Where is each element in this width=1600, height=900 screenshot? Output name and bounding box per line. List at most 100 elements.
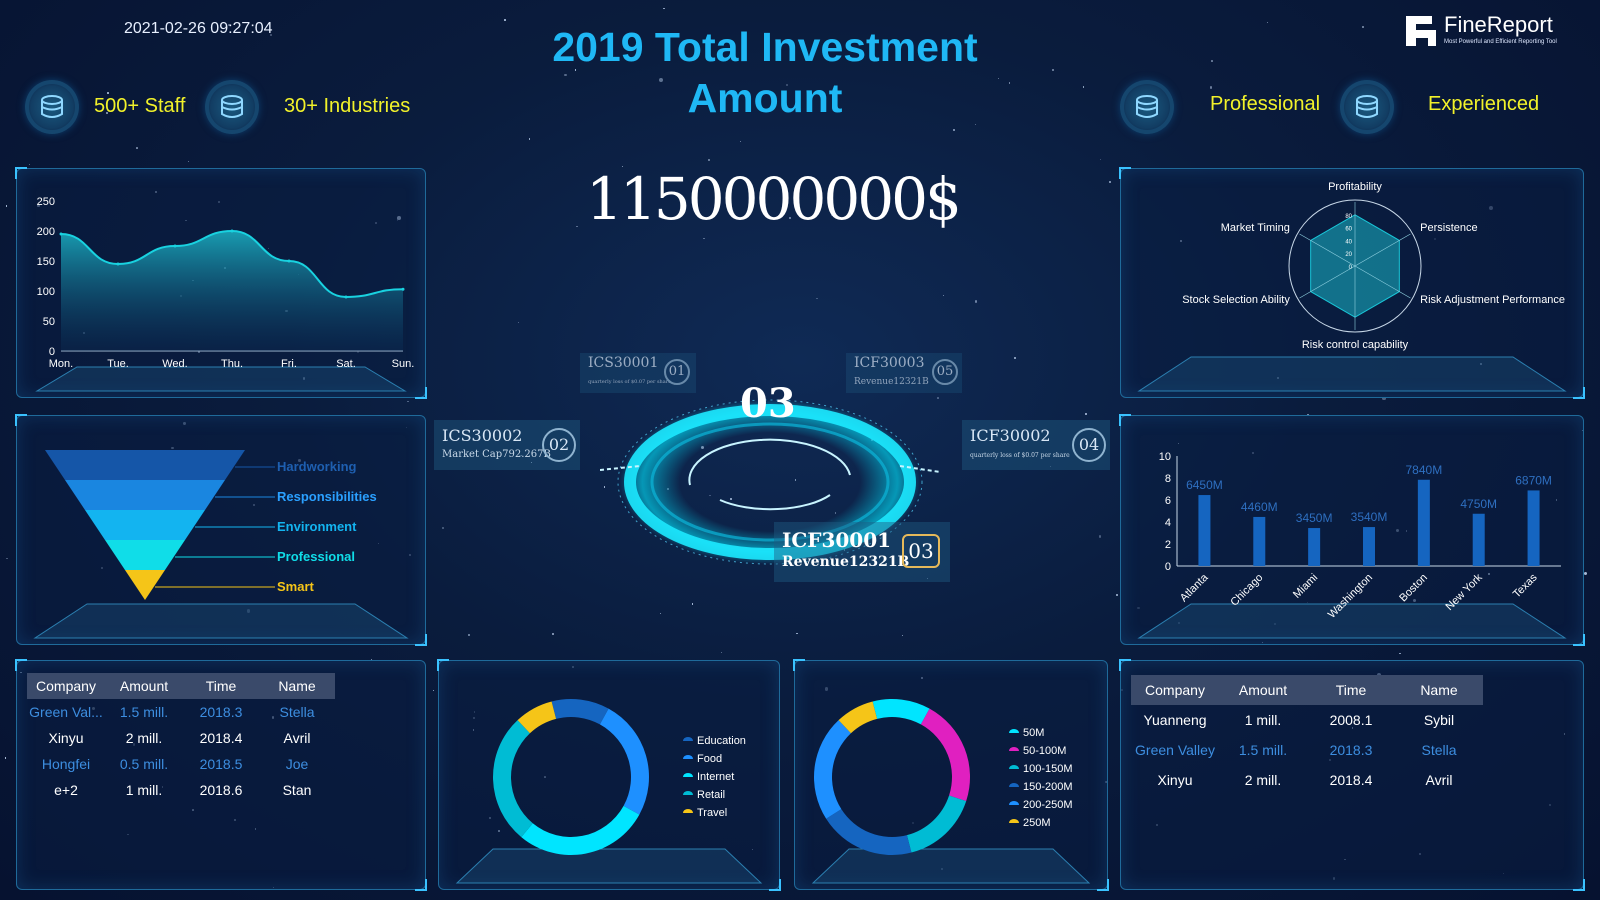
funnel-segment [105, 540, 185, 570]
hub-node-01[interactable]: ICS30001 quarterly loss of $0.07 per sha… [580, 353, 696, 393]
hub-node-05[interactable]: ICF30003 Revenue12321B 05 [846, 353, 962, 393]
star [407, 400, 410, 403]
star [503, 19, 506, 22]
legend-swatch [1009, 747, 1019, 751]
table-header-cell[interactable]: Time [183, 673, 259, 699]
hub-node-02[interactable]: ICS30002 Market Cap792.267B 02 [434, 420, 580, 470]
star [5, 204, 8, 207]
star [530, 462, 533, 464]
donut-chart-industry: Education Food Internet Retail Travel [455, 699, 763, 884]
feature-industries: 30+ Industries [284, 95, 411, 117]
funnel-label: Responsibilities [277, 489, 377, 504]
x-tick-label: Texas [1511, 571, 1540, 600]
star [953, 129, 956, 132]
star [720, 652, 722, 654]
logo-subtitle: Most Powerful and Efficient Reporting To… [1444, 39, 1557, 45]
table-header-cell[interactable]: Amount [105, 673, 183, 699]
funnel-label: Hardworking [277, 459, 357, 474]
table-cell: Green Val... [29, 704, 103, 720]
y-tick-label: 200 [37, 226, 55, 238]
table-header-cell[interactable]: Amount [1219, 675, 1307, 705]
table-row[interactable]: e+2 1 mill. 2018.6 Stan [27, 777, 335, 803]
star [1209, 86, 1213, 89]
table-header-cell[interactable]: Company [1131, 675, 1219, 705]
legend-swatch [683, 737, 693, 741]
floor-platform [455, 848, 763, 884]
funnel-chart-panel: Hardworking Responsibilities Environment Pr… [15, 414, 427, 646]
table-cell: Stan [282, 782, 312, 798]
table-row[interactable]: Green Val... 1.5 mill. 2018.3 Stella [27, 699, 335, 725]
legend-label: Education [697, 735, 746, 747]
star [107, 92, 110, 94]
x-tick-label: Thu. [221, 358, 243, 370]
star [796, 632, 798, 635]
legend-swatch [683, 791, 693, 795]
star [998, 77, 1000, 79]
bar-value-label: 3540M [1351, 510, 1388, 524]
radar-spoke [1299, 265, 1356, 299]
star [136, 146, 138, 149]
table-header-cell[interactable]: Name [259, 673, 335, 699]
star [740, 140, 742, 142]
table-cell: Xinyu [1157, 772, 1193, 788]
left-table-panel: Company Amount Time Name Green Val... 1.5 mil… [15, 659, 427, 891]
table-row[interactable]: Xinyu 2 mill. 2018.4 Avril [1131, 765, 1483, 795]
floor-platform [1137, 356, 1567, 392]
hub-node-04[interactable]: ICF30002 quarterly loss of $0.07 per sha… [962, 420, 1110, 470]
table-row[interactable]: Yuanneng 1 mill. 2008.1 Sybil [1131, 705, 1483, 735]
table-cell: 2 mill. [1244, 772, 1282, 788]
hub-node-code: ICS30001 [588, 355, 659, 371]
funnel-label: Environment [277, 519, 357, 534]
hub-node-03[interactable]: ICF30001 Revenue12321B 03 [774, 522, 950, 582]
star [5, 557, 8, 560]
table-cell: 0.5 mill. [119, 756, 169, 772]
star [659, 77, 664, 82]
data-point [344, 295, 348, 299]
table-header-cell[interactable]: Name [1395, 675, 1483, 705]
star [1382, 397, 1386, 401]
star [622, 165, 624, 167]
table-row[interactable]: Hongfei 0.5 mill. 2018.5 Joe [27, 751, 335, 777]
radar-indicator-label: Profitability [1328, 181, 1382, 193]
title-line-2: Amount [687, 75, 843, 121]
table-header-cell[interactable]: Company [27, 673, 105, 699]
funnel-segment [65, 480, 225, 510]
table-header-cell[interactable]: Time [1307, 675, 1395, 705]
star [1398, 652, 1401, 655]
legend-swatch [683, 755, 693, 759]
hub-node-code: ICF30002 [970, 426, 1051, 445]
star [520, 454, 522, 456]
table-cell: Avril [1425, 772, 1453, 788]
star [1211, 60, 1214, 62]
donut-industry-panel: Education Food Internet Retail Travel [437, 659, 781, 891]
radar-spoke [1354, 265, 1411, 299]
x-tick-label: Chicago [1228, 572, 1265, 609]
table-row[interactable]: Xinyu 2 mill. 2018.4 Avril [27, 725, 335, 751]
radar-tick-label: 80 [1345, 214, 1352, 220]
data-point [173, 244, 177, 248]
table-cell: 2018.3 [1329, 742, 1373, 758]
database-icon [205, 80, 259, 134]
radar-indicator-label: Stock Selection Ability [1182, 294, 1290, 306]
hub-node-sub: quarterly loss of $0.07 per share [970, 452, 1070, 459]
star [702, 237, 705, 240]
star [603, 485, 606, 488]
funnel-segment [45, 450, 245, 480]
table-row[interactable]: Green Valley 1.5 mill. 2018.3 Stella [1131, 735, 1483, 765]
star [691, 603, 694, 605]
star [576, 225, 578, 227]
bar-value-label: 4460M [1241, 500, 1278, 514]
funnel-chart: Hardworking Responsibilities Environment Pr… [33, 450, 409, 639]
star [442, 526, 445, 529]
hub-node-num: 01 [664, 359, 690, 385]
donut-slice [826, 809, 912, 855]
donut-slice [551, 699, 609, 725]
y-tick-label: 4 [1165, 517, 1171, 529]
star [575, 69, 577, 71]
star [517, 321, 519, 323]
legend-label: Internet [697, 771, 734, 783]
table-cell: 2 mill. [125, 730, 163, 746]
logo-mark-icon [1406, 16, 1436, 46]
radar-tick-label: 0 [1349, 265, 1353, 271]
table-cell: 2018.4 [199, 730, 243, 746]
